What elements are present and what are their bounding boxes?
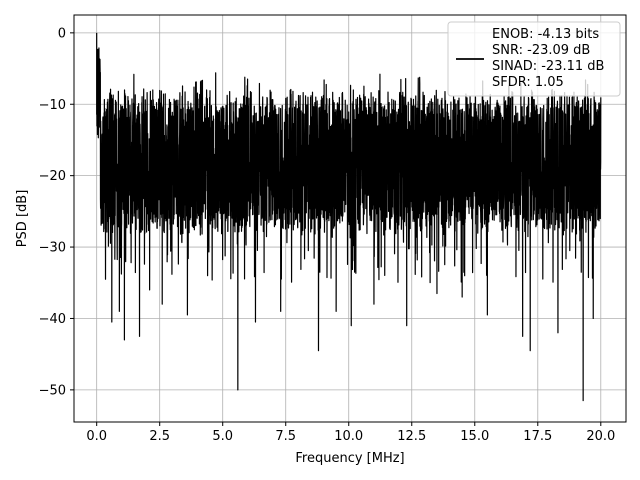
y-ticks: 0 −10 −20 −30 −40 −50 (39, 26, 74, 398)
x-tick-label: 7.5 (275, 429, 296, 444)
y-tick-label: −20 (39, 169, 66, 184)
psd-series-line (96, 32, 602, 402)
x-tick-label: 10.0 (334, 429, 363, 444)
y-tick-label: −10 (39, 98, 66, 113)
legend-entry-sfdr: SFDR: 1.05 (492, 75, 564, 90)
legend-entry-sinad: SINAD: -23.11 dB (492, 59, 604, 74)
x-tick-label: 15.0 (460, 429, 489, 444)
x-ticks: 0.0 2.5 5.0 7.5 10.0 12.5 15.0 17.5 20.0 (86, 422, 615, 444)
legend: ENOB: -4.13 bits SNR: -23.09 dB SINAD: -… (447, 21, 621, 97)
x-tick-label: 2.5 (149, 429, 170, 444)
x-tick-label: 17.5 (523, 429, 552, 444)
y-tick-label: 0 (58, 26, 66, 41)
legend-entry-snr: SNR: -23.09 dB (492, 43, 590, 58)
y-tick-label: −30 (39, 241, 66, 256)
x-tick-label: 12.5 (397, 429, 426, 444)
y-axis-label: PSD [dB] (15, 190, 30, 248)
legend-entry-enob: ENOB: -4.13 bits (492, 27, 599, 42)
x-tick-label: 20.0 (586, 429, 615, 444)
y-tick-label: −40 (39, 312, 66, 327)
x-tick-label: 0.0 (86, 429, 107, 444)
axes-frame (73, 14, 627, 423)
x-tick-label: 5.0 (212, 429, 233, 444)
x-axis-label: Frequency [MHz] (295, 451, 404, 466)
legend-box (447, 21, 621, 97)
y-tick-label: −50 (39, 383, 66, 398)
plot-data (96, 32, 602, 402)
